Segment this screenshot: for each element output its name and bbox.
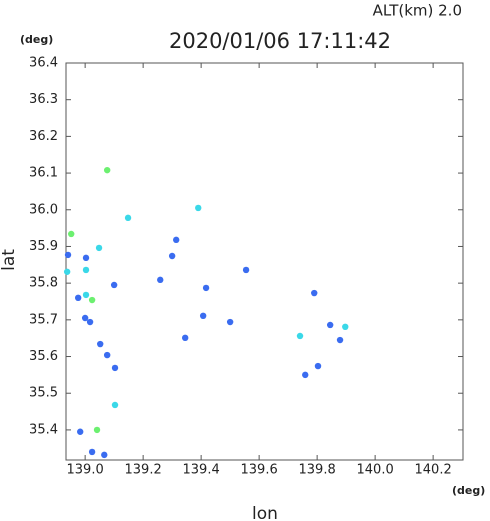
echo-point [93,426,101,434]
plot-frame [65,62,464,461]
x-tick-label: 139.4 [183,463,220,478]
echo-point [326,321,334,329]
echo-point [168,252,176,260]
subtitle: ALT(km) 2.0 [373,2,462,20]
y-tick-label: 36.1 [29,166,58,181]
echo-point [63,268,71,275]
x-tick-label: 139.0 [67,463,104,478]
x-tick-label: 139.2 [125,463,162,478]
echo-point [226,318,234,326]
y-tick-label: 35.9 [29,239,58,254]
echo-point [74,294,82,302]
echo-point [101,451,108,459]
echo-point [95,244,103,252]
echo-point [103,166,111,174]
echo-point [296,332,304,340]
x-tick-label: 140.2 [415,463,452,478]
echo-point [199,312,207,320]
y-tick-label: 35.4 [29,422,58,437]
x-tick-label: 139.6 [241,463,278,478]
x-tick-label: 140.0 [357,463,394,478]
echo-point [97,340,104,348]
y-tick-label: 35.8 [29,276,58,291]
echo-point [172,236,180,244]
echo-point [88,448,96,456]
y-tick-label: 36.4 [29,56,58,71]
echo-point [77,428,84,435]
echo-point [82,291,90,299]
y-tick-label: 36.0 [29,202,58,217]
echo-point [311,289,318,297]
echo-point [82,266,90,274]
echo-point [86,318,94,326]
echo-point [336,336,344,344]
y-tick-label: 35.6 [29,349,58,364]
echo-point [157,276,164,284]
echo-point [181,334,189,342]
echo-point [111,401,119,409]
echo-point [81,314,89,322]
echo-point [68,230,75,238]
x-tick-label: 139.8 [299,463,336,478]
echo-point [111,364,119,372]
echo-point [110,281,118,289]
x-axis-label: lon [252,504,278,521]
y-unit: (deg) [20,33,53,46]
echo-point [124,214,132,222]
y-tick-label: 35.7 [29,312,58,327]
y-tick-label: 36.2 [29,129,58,144]
echo-point [195,204,202,212]
echo-point [302,371,309,379]
echo-point [202,284,210,292]
echo-point [88,296,96,304]
echo-point [82,254,90,262]
echo-point [103,351,111,359]
y-tick-label: 36.3 [29,92,58,107]
echo-point [242,266,250,274]
x-unit: (deg) [452,484,485,497]
echo-point [342,323,349,331]
y-tick-label: 35.5 [29,386,58,401]
echo-point [314,362,322,370]
echo-point [64,251,72,259]
y-axis-label: lat [0,249,19,271]
chart-title: 2020/01/06 17:11:42 [169,29,391,53]
